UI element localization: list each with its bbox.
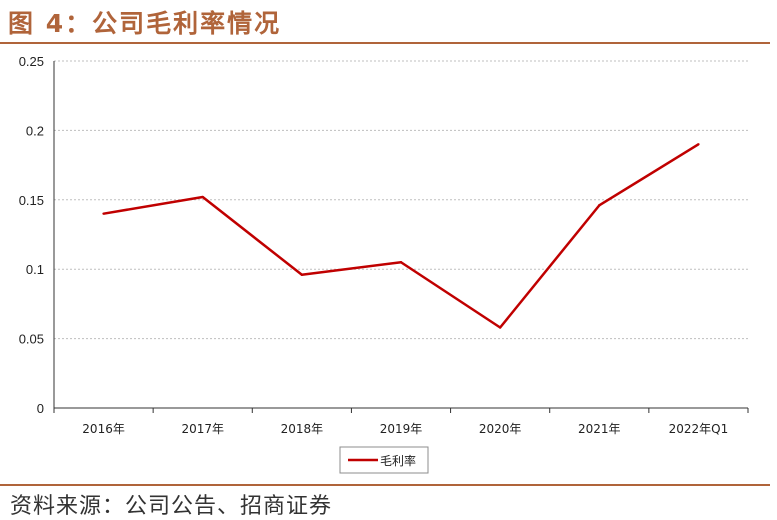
title-rule	[0, 42, 770, 44]
line-chart: 0 0.05 0.1 0.15 0.2 0.25 2016年 2017年 2018年 2019年…	[19, 54, 749, 474]
figure-title: 图 4：公司毛利率情况	[8, 9, 282, 38]
series-lines	[102, 143, 700, 329]
x-tick-label: 2020年	[479, 422, 522, 436]
y-tick-label: 0.05	[19, 332, 44, 347]
data-point	[102, 212, 105, 215]
x-tick-label: 2021年	[578, 422, 621, 436]
gridlines	[54, 60, 748, 340]
source-rule	[0, 484, 770, 486]
data-point	[697, 143, 700, 146]
x-tick-label: 2018年	[281, 422, 324, 436]
data-point	[201, 195, 204, 199]
legend-label: 毛利率	[380, 453, 416, 468]
y-tick-label: 0.15	[19, 193, 44, 208]
y-tick-label: 0.1	[26, 262, 44, 277]
x-tick-label: 2019年	[380, 422, 423, 436]
source-note: 资料来源：公司公告、招商证券	[10, 494, 333, 519]
data-point	[598, 204, 601, 207]
legend: 毛利率	[339, 446, 429, 474]
x-tick-label: 2017年	[181, 422, 224, 436]
x-tick-label: 2016年	[82, 422, 125, 436]
y-tick-labels: 0 0.05 0.1 0.15 0.2 0.25	[19, 54, 44, 416]
x-tick-label: 2022年Q1	[669, 422, 729, 436]
data-point	[498, 326, 502, 329]
x-tick-labels: 2016年 2017年 2018年 2019年 2020年 2021年 2022年Q1	[82, 422, 728, 436]
axes	[53, 61, 749, 413]
data-point	[399, 261, 403, 264]
y-tick-label: 0.2	[26, 123, 44, 138]
data-point	[300, 273, 304, 276]
y-tick-label: 0	[37, 401, 44, 416]
y-tick-label: 0.25	[19, 54, 44, 69]
series-line	[103, 143, 700, 329]
